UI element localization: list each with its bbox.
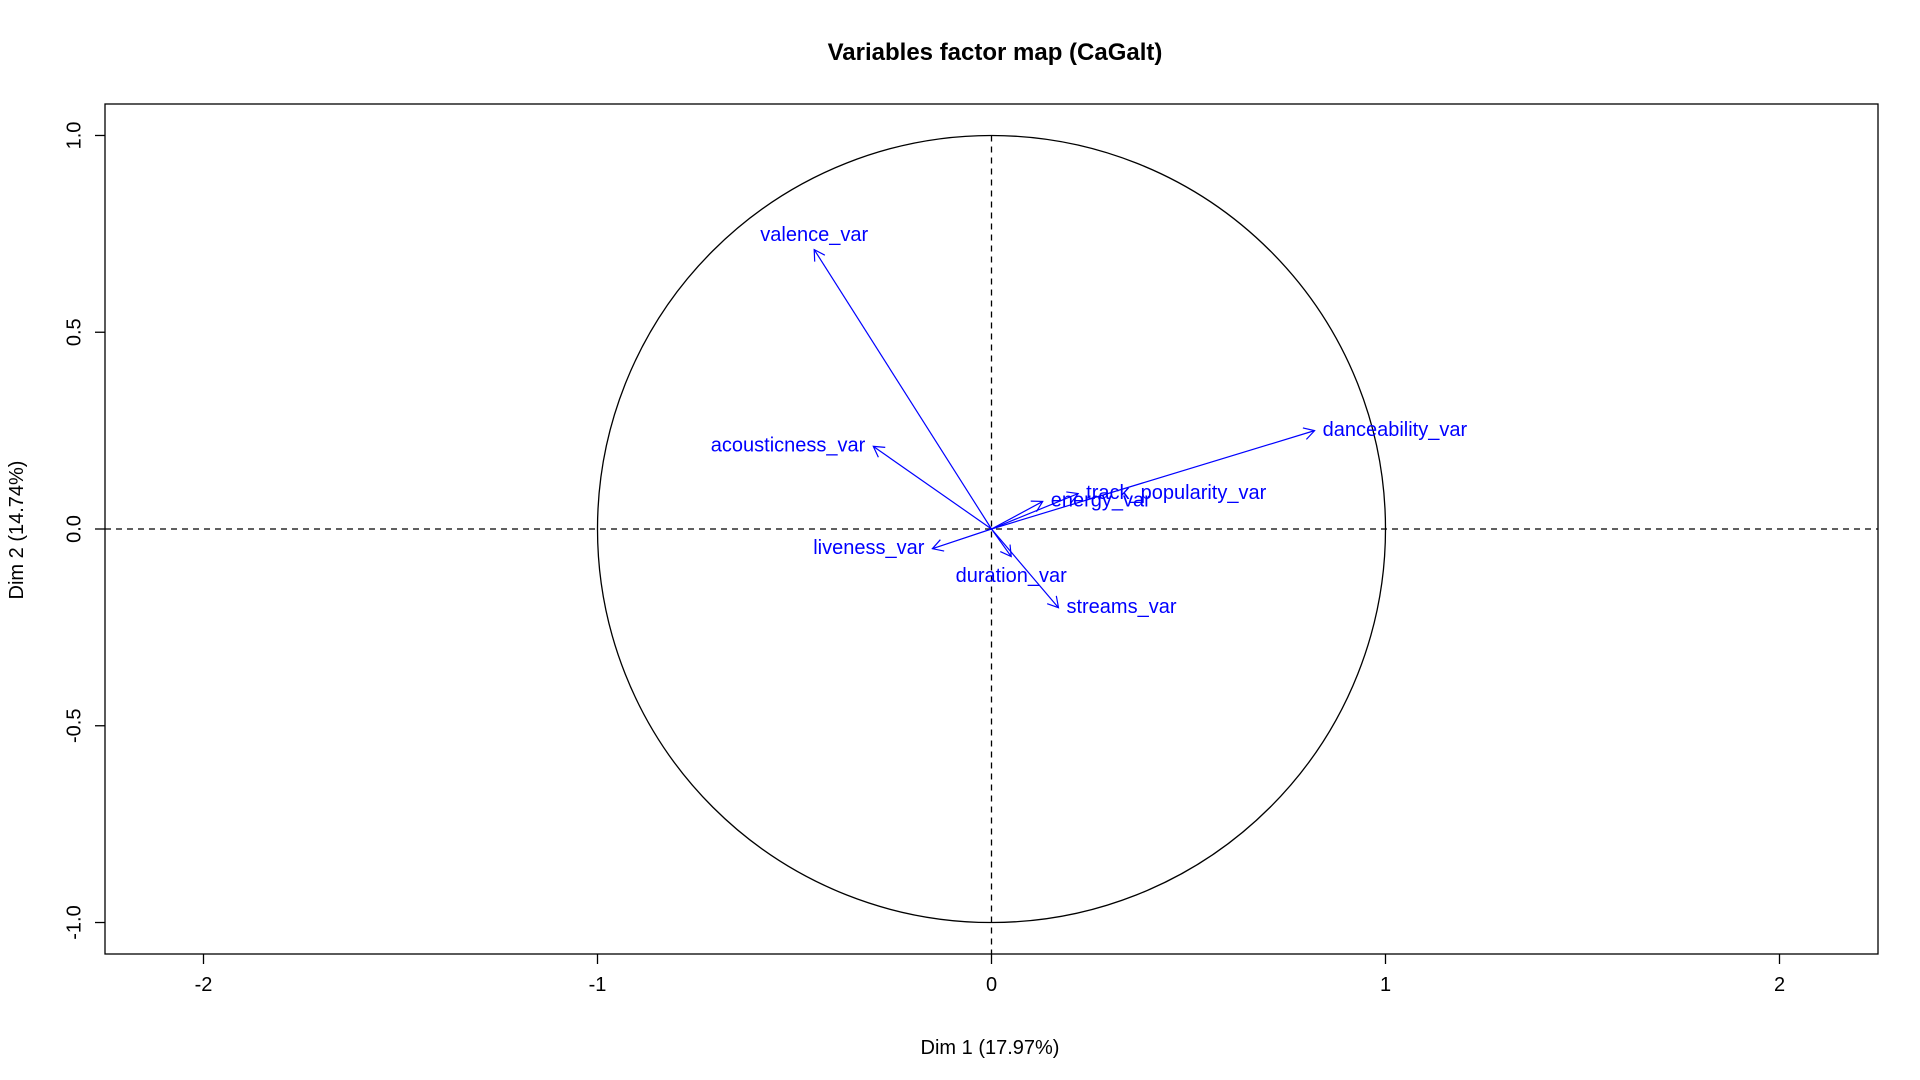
- arrow-head: [872, 445, 886, 458]
- arrow-head: [1302, 427, 1316, 440]
- arrow-head: [1030, 500, 1044, 512]
- arrow-shaft: [813, 249, 993, 530]
- variable-arrows: [813, 248, 1316, 609]
- arrow-head: [813, 248, 826, 262]
- arrow-shaft: [991, 500, 1044, 530]
- y-tick-label: 0.0: [63, 515, 85, 543]
- arrow-shaft: [991, 493, 1079, 530]
- arrow-shaft: [991, 430, 1315, 530]
- x-tick-label: 0: [986, 974, 997, 996]
- x-tick-label: -1: [589, 974, 607, 996]
- arrow-track-popularity-var: [991, 491, 1080, 530]
- y-tick-label: 0.5: [63, 318, 85, 346]
- variable-labels: valence_var danceability_var acousticness_…: [711, 224, 1468, 618]
- arrow-energy-var: [991, 500, 1044, 530]
- label-track-popularity-var: track_popularity_var: [1086, 482, 1266, 504]
- arrow-valence-var: [813, 248, 993, 530]
- arrow-streams-var: [991, 528, 1060, 609]
- label-danceability-var: danceability_var: [1323, 419, 1468, 441]
- arrow-head: [1066, 491, 1080, 504]
- arrow-head: [1046, 595, 1060, 609]
- label-liveness-var: liveness_var: [813, 537, 925, 559]
- x-tick-label: 1: [1380, 974, 1391, 996]
- x-axis-label: Dim 1 (17.97%): [921, 1037, 1060, 1059]
- x-tick-label: 2: [1774, 974, 1785, 996]
- label-energy-var: energy_var: [1051, 490, 1151, 512]
- arrow-danceability-var: [991, 427, 1316, 530]
- y-tick-label: 1.0: [63, 122, 85, 150]
- label-duration-var: duration_var: [956, 565, 1068, 587]
- arrow-shaft: [932, 528, 992, 550]
- correlation-circle: [596, 134, 1387, 924]
- y-tick-label: -0.5: [63, 709, 85, 743]
- arrow-head: [1000, 544, 1012, 558]
- y-axis: -1.0 -0.5 0.0 0.5 1.0: [63, 122, 105, 940]
- x-axis: -2 -1 0 1 2: [195, 954, 1785, 996]
- arrow-shaft: [991, 528, 1059, 609]
- chart-title: Variables factor map (CaGalt): [828, 39, 1163, 66]
- label-streams-var: streams_var: [1066, 596, 1176, 618]
- label-acousticness-var: acousticness_var: [711, 435, 866, 457]
- y-axis-label: Dim 2 (14.74%): [6, 461, 28, 600]
- x-tick-label: -2: [195, 974, 213, 996]
- arrow-liveness-var: [931, 528, 992, 552]
- arrow-head: [931, 539, 945, 552]
- y-tick-label: -1.0: [63, 905, 85, 939]
- arrow-acousticness-var: [872, 445, 992, 530]
- arrow-shaft: [872, 445, 992, 530]
- label-valence-var: valence_var: [760, 224, 868, 246]
